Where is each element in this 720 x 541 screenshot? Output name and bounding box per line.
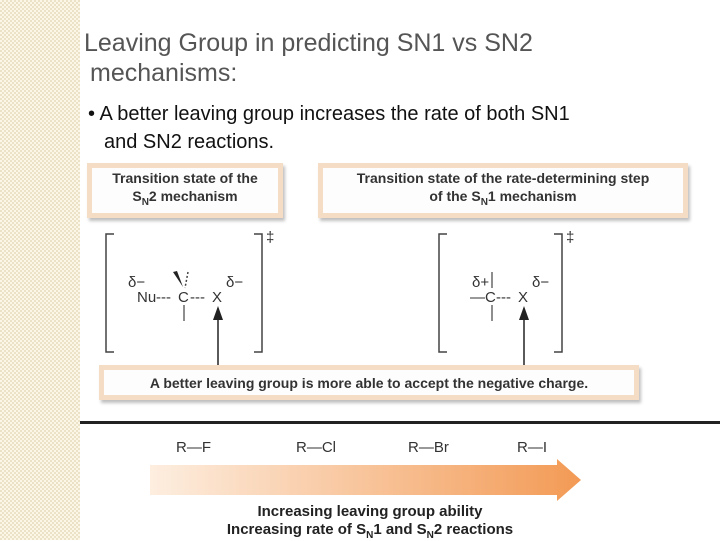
- sn2-delta-left: δ−: [128, 274, 145, 291]
- sn2-pointer-head: [213, 306, 223, 320]
- sn2-transition-structure: ‡ δ− δ− Nu --- C --- X: [105, 229, 274, 366]
- sn2-wedge-bond: [173, 271, 183, 287]
- arrow-label-ability: Increasing leaving group ability: [257, 503, 483, 520]
- divider-line: [80, 421, 720, 424]
- sn2-nucleophile: Nu: [137, 289, 156, 306]
- leaving-group-cl: R—Cl: [296, 439, 336, 456]
- sn2-carbon: C: [178, 289, 189, 306]
- leaving-group-f: R—F: [176, 439, 211, 456]
- sn2-bond-1: ---: [156, 289, 171, 306]
- title-line-2: mechanisms:: [90, 59, 238, 87]
- sn1-box-line-1: Transition state of the rate-determining…: [356, 170, 650, 187]
- sn1-delta-left: δ+: [472, 274, 489, 291]
- sn1-right-bracket: [554, 233, 563, 353]
- sn2-delta-right: δ−: [226, 274, 243, 291]
- leaving-group-series: R—F R—Cl R—Br R—I: [176, 439, 547, 456]
- sn1-delta-right: δ−: [532, 274, 549, 291]
- arrow-label-rate: Increasing rate of SN1 and SN2 reactions: [226, 521, 514, 541]
- leaving-group-br: R—Br: [408, 439, 449, 456]
- sn2-right-bracket: [254, 233, 263, 353]
- sn1-left-bracket: [438, 233, 447, 353]
- sn2-box-line-1: Transition state of the: [112, 170, 258, 187]
- title-line-1: Leaving Group in predicting SN1 vs SN2: [84, 29, 533, 57]
- bullet-line-1: • A better leaving group increases the r…: [88, 103, 570, 125]
- bullet-line-2: and SN2 reactions.: [104, 131, 275, 153]
- sn1-pointer-head: [519, 306, 529, 320]
- bullet-point: • A better leaving group increases the r…: [88, 100, 708, 156]
- sn2-dagger: ‡: [266, 229, 274, 246]
- sn2-leaving-group: X: [212, 289, 222, 306]
- sn1-dagger: ‡: [566, 229, 574, 246]
- slide-title: Leaving Group in predicting SN1 vs SN2 m…: [84, 28, 704, 88]
- charge-box-text: A better leaving group is more able to a…: [149, 374, 589, 391]
- increasing-ability-arrow-icon: [150, 459, 581, 501]
- sn1-bond: ---: [496, 289, 511, 306]
- sn2-left-bracket: [105, 233, 114, 353]
- sn1-transition-state-label: Transition state of the rate-determining…: [318, 163, 688, 218]
- decorative-side-strip: [0, 0, 80, 540]
- sn2-hash-bond: [184, 271, 189, 289]
- sn1-carbon: —C: [470, 289, 496, 306]
- leaving-group-i: R—I: [517, 439, 547, 456]
- sn1-box-line-2: of the SN1 mechanism: [429, 188, 577, 208]
- sn2-transition-state-label: Transition state of the SN2 mechanism: [87, 163, 283, 218]
- sn2-bond-2: ---: [190, 289, 205, 306]
- charge-acceptance-label: A better leaving group is more able to a…: [99, 365, 639, 400]
- sn1-leaving-group: X: [518, 289, 528, 306]
- sn1-transition-structure: ‡ δ+ δ− —C --- X: [438, 229, 574, 366]
- sn2-box-line-2: SN2 mechanism: [132, 188, 238, 208]
